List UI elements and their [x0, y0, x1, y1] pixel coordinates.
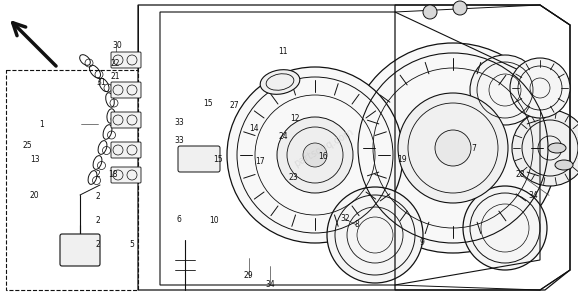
- Circle shape: [423, 5, 437, 19]
- Text: 2: 2: [96, 216, 101, 225]
- Text: 1: 1: [39, 120, 44, 129]
- Text: 16: 16: [318, 152, 327, 161]
- FancyBboxPatch shape: [178, 146, 220, 172]
- Circle shape: [227, 67, 403, 243]
- Text: 27: 27: [229, 101, 239, 110]
- Text: partsouq.com: partsouq.com: [292, 127, 355, 169]
- Text: 20: 20: [30, 191, 39, 200]
- Text: 28: 28: [516, 170, 525, 179]
- Text: 2: 2: [96, 240, 101, 249]
- Text: 10: 10: [209, 216, 218, 225]
- Text: 33: 33: [175, 118, 184, 127]
- Circle shape: [435, 130, 471, 166]
- Text: 12: 12: [290, 114, 299, 123]
- Circle shape: [303, 143, 327, 167]
- Text: 18: 18: [108, 170, 117, 179]
- Text: 30: 30: [113, 41, 122, 50]
- FancyBboxPatch shape: [111, 142, 141, 158]
- FancyBboxPatch shape: [111, 112, 141, 128]
- Text: 15: 15: [203, 99, 213, 108]
- Circle shape: [398, 93, 508, 203]
- Text: 6: 6: [177, 215, 181, 223]
- Text: 8: 8: [354, 221, 359, 229]
- Text: 11: 11: [279, 47, 288, 56]
- Text: 32: 32: [340, 214, 350, 223]
- Text: 34: 34: [265, 280, 275, 289]
- Text: 14: 14: [250, 124, 259, 133]
- FancyBboxPatch shape: [111, 52, 141, 68]
- Text: 2: 2: [96, 170, 101, 179]
- Text: 2: 2: [96, 192, 101, 201]
- Circle shape: [512, 110, 578, 186]
- Ellipse shape: [555, 160, 573, 170]
- Text: 21: 21: [111, 73, 120, 81]
- Text: 15: 15: [214, 155, 223, 164]
- Text: 13: 13: [30, 155, 39, 164]
- Text: 5: 5: [129, 240, 134, 249]
- Text: 24: 24: [279, 132, 288, 141]
- Text: 31: 31: [97, 78, 106, 87]
- Circle shape: [510, 58, 570, 118]
- Text: 7: 7: [472, 144, 476, 152]
- Text: 19: 19: [397, 155, 406, 164]
- Text: 22: 22: [111, 59, 120, 68]
- Text: 34: 34: [528, 191, 538, 200]
- Text: 23: 23: [289, 173, 298, 182]
- Circle shape: [277, 117, 353, 193]
- Circle shape: [463, 186, 547, 270]
- Circle shape: [470, 55, 540, 125]
- Text: 17: 17: [255, 157, 265, 166]
- Text: 9: 9: [420, 238, 424, 247]
- Circle shape: [348, 43, 558, 253]
- FancyBboxPatch shape: [111, 82, 141, 98]
- Ellipse shape: [260, 70, 300, 94]
- Circle shape: [327, 187, 423, 283]
- Circle shape: [453, 1, 467, 15]
- Text: 29: 29: [244, 271, 253, 280]
- Ellipse shape: [548, 143, 566, 153]
- Text: 33: 33: [175, 136, 184, 145]
- FancyBboxPatch shape: [60, 234, 100, 266]
- Text: 25: 25: [23, 141, 32, 149]
- FancyBboxPatch shape: [111, 167, 141, 183]
